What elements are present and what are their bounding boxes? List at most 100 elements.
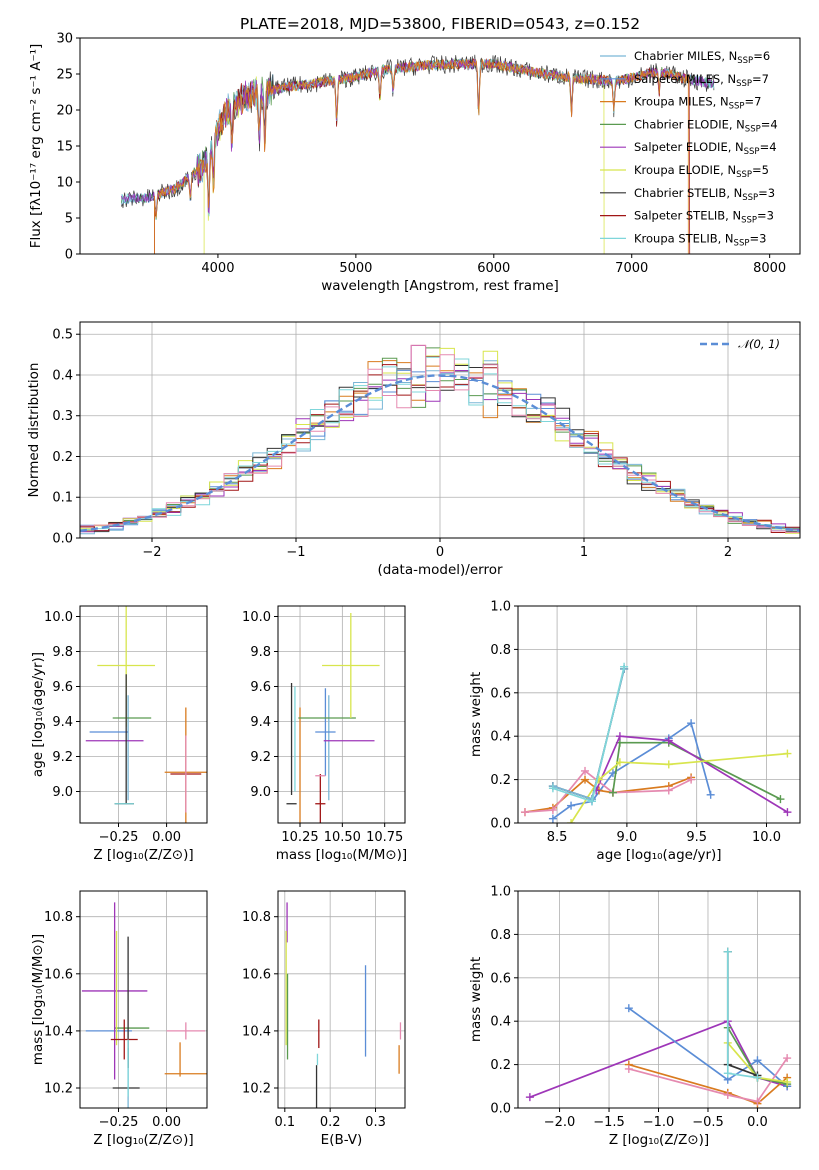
- legend-label: Chabrier MILES: [634, 49, 721, 63]
- x-tick-label: −0.25: [99, 1115, 139, 1130]
- legend-nssp-value: =7: [744, 95, 761, 109]
- y-tick-label: 0.5: [52, 328, 73, 343]
- x-tick-label: 9.5: [686, 830, 707, 845]
- y-tick-label: 0.3: [52, 409, 73, 424]
- weight-line: [726, 951, 758, 1079]
- y-tick-label: 0.1: [52, 491, 73, 506]
- y-axis-label: mass weight: [468, 957, 484, 1042]
- x-axis-label: Z [log₁₀(Z/Z⊙)]: [609, 1132, 709, 1148]
- x-tick-label: 10.50: [324, 830, 361, 845]
- legend-subscript: SSP: [736, 170, 752, 180]
- y-tick-label: 10.2: [242, 1082, 271, 1097]
- y-tick-label: 9.2: [52, 750, 73, 765]
- legend-nssp-prefix: , N: [720, 72, 736, 86]
- y-tick-label: 9.0: [250, 785, 271, 800]
- x-tick-label: 6000: [477, 261, 510, 276]
- figure-title: PLATE=2018, MJD=53800, FIBERID=0543, z=0…: [240, 15, 640, 33]
- x-tick-label: −2.0: [544, 1115, 576, 1130]
- x-tick-label: 8000: [753, 261, 786, 276]
- y-tick-label: 9.6: [250, 680, 271, 695]
- x-tick-label: 5000: [339, 261, 372, 276]
- plot-area: [525, 947, 792, 1108]
- x-tick-label: 7000: [615, 261, 648, 276]
- weight-line: [524, 776, 692, 813]
- y-tick-label: 10.0: [44, 610, 73, 625]
- legend-nssp-value: =4: [761, 117, 778, 131]
- y-tick-label: 1.0: [490, 600, 511, 615]
- y-tick-label: 9.6: [52, 680, 73, 695]
- y-tick-label: 9.8: [250, 645, 271, 660]
- legend-label: Salpeter STELIB: [634, 209, 725, 223]
- axes-frame: [277, 605, 406, 824]
- x-tick-label: 0.1: [274, 1115, 295, 1130]
- x-tick-label: 10.75: [366, 830, 403, 845]
- y-tick-label: 0: [65, 248, 73, 263]
- legend-entry: Salpeter MILES, NSSP=7: [634, 72, 769, 89]
- spectrum-line: [203, 58, 605, 254]
- weight-line: [529, 1020, 788, 1098]
- metallicity-weight-panel: −2.0 −1.5 −1.0 −0.5 0.0 0.0 0.2 0.4 0.6 0.8 1.0 Z […: [468, 885, 801, 1148]
- legend-entry: Chabrier STELIB, NSSP=3: [634, 186, 775, 203]
- y-tick-label: 5: [65, 212, 73, 227]
- x-tick-label: −2: [142, 545, 161, 560]
- legend-subscript: SSP: [729, 102, 745, 112]
- x-tick-label: 10.0: [752, 830, 781, 845]
- y-tick-label: 9.4: [52, 715, 73, 730]
- plot-area: [80, 344, 800, 536]
- y-tick-label: 10.8: [44, 910, 73, 925]
- y-tick-label: 10.4: [242, 1024, 271, 1039]
- x-axis-label: age [log₁₀(age/yr)]: [596, 847, 721, 863]
- x-tick-label: 0: [436, 545, 444, 560]
- x-axis-label: mass [log₁₀(M/M⊙)]: [276, 847, 407, 863]
- x-tick-label: 2: [724, 545, 732, 560]
- y-axis-label: Flux [fλ10⁻¹⁷ erg cm⁻² s⁻¹ A⁻¹]: [28, 44, 44, 249]
- y-tick-label: 15: [56, 140, 73, 155]
- x-axis-label: Z [log₁₀(Z/Z⊙)]: [93, 847, 193, 863]
- legend-subscript: SSP: [745, 124, 761, 134]
- residuals-panel: −2 −1 0 1 2 0.0 0.1 0.2 0.3 0.4 0.5 (data-model)/er…: [26, 321, 801, 578]
- x-tick-label: 0.00: [152, 830, 181, 845]
- x-axis-label: Z [log₁₀(Z/Z⊙)]: [93, 1132, 193, 1148]
- y-tick-label: 0.4: [490, 1015, 511, 1030]
- y-tick-label: 0.0: [490, 817, 511, 832]
- gaussian-curve: [80, 374, 800, 533]
- weight-line: [570, 752, 788, 823]
- legend-label: Kroupa STELIB: [634, 231, 718, 245]
- y-tick-label: 0.2: [490, 1058, 511, 1073]
- y-tick-label: 0.8: [490, 928, 511, 943]
- axes-frame: [517, 605, 801, 824]
- legend-label: Chabrier STELIB: [634, 186, 726, 200]
- plot-area: [520, 662, 792, 823]
- y-tick-label: 10.4: [44, 1024, 73, 1039]
- axes-frame: [277, 890, 406, 1109]
- y-tick-label: 20: [56, 104, 73, 119]
- legend-entry: Kroupa ELODIE, NSSP=5: [634, 163, 769, 180]
- legend-nssp-prefix: , N: [720, 163, 736, 177]
- mass-age-panel: 10.25 10.50 10.75 9.0 9.2 9.4 9.6 9.8 10.0 mass […: [242, 605, 407, 863]
- x-tick-label: 9.0: [617, 830, 638, 845]
- x-tick-label: 0.0: [747, 1115, 768, 1130]
- y-tick-label: 25: [56, 68, 73, 83]
- legend-subscript: SSP: [742, 193, 758, 203]
- y-tick-label: 9.2: [250, 750, 271, 765]
- x-tick-label: −0.5: [692, 1115, 724, 1130]
- legend-entry: Kroupa MILES, NSSP=7: [634, 95, 761, 112]
- metallicity-mass-panel: −0.25 0.00 10.2 10.4 10.6 10.8 Z [log₁₀(Z/Z⊙)]…: [30, 890, 208, 1148]
- x-tick-label: −1.5: [593, 1115, 625, 1130]
- spectrum-panel: 4000 5000 6000 7000 8000 0 5 10 15 20 25 30 waveleng…: [28, 32, 801, 294]
- y-tick-label: 0.4: [52, 368, 73, 383]
- weight-line: [612, 741, 781, 800]
- y-axis-label: age [log₁₀(age/yr)]: [30, 652, 46, 777]
- legend-entry: Salpeter ELODIE, NSSP=4: [634, 140, 777, 157]
- x-tick-label: 0.3: [365, 1115, 386, 1130]
- y-tick-label: 10.8: [242, 910, 271, 925]
- y-tick-label: 0.4: [490, 730, 511, 745]
- histogram-outline: [80, 344, 800, 533]
- x-tick-label: 0.00: [152, 1115, 181, 1130]
- legend-entry: Chabrier ELODIE, NSSP=4: [634, 117, 778, 134]
- x-tick-label: −1.0: [643, 1115, 675, 1130]
- x-tick-label: −1: [286, 545, 305, 560]
- legend-nssp-prefix: , N: [721, 49, 737, 63]
- y-tick-label: 0.2: [490, 773, 511, 788]
